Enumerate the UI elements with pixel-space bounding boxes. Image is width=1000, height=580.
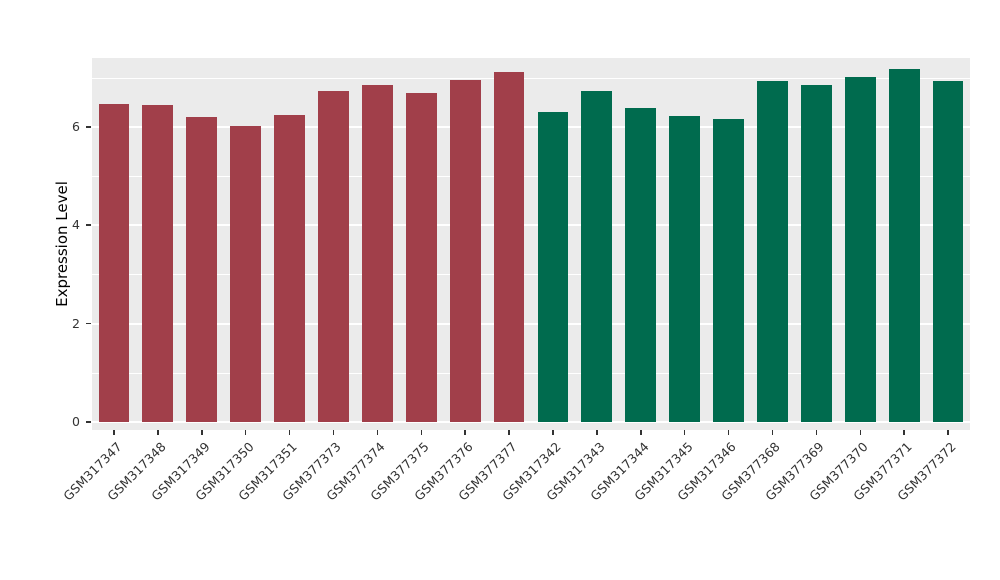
bar-GSM377376 [449, 80, 481, 422]
bar-GSM317348 [142, 104, 174, 422]
bar-GSM377368 [757, 81, 788, 422]
x-tick-mark [201, 430, 203, 435]
bar-GSM317345 [669, 115, 700, 422]
x-tick-mark [727, 430, 730, 435]
bar-GSM377369 [800, 85, 832, 422]
x-tick-mark [596, 430, 598, 435]
x-tick-mark [508, 430, 510, 435]
bar-GSM317344 [625, 108, 657, 422]
gridline-minor [92, 77, 970, 79]
gridline-major [92, 421, 970, 423]
bar-GSM317347 [98, 103, 130, 422]
x-tick-mark [332, 430, 335, 435]
x-tick-mark [815, 430, 818, 435]
y-tick-mark [86, 421, 91, 423]
x-tick-mark [376, 430, 379, 435]
plot-panel [92, 58, 970, 430]
y-tick-mark [86, 322, 91, 325]
y-axis-title: Expression Level [53, 181, 71, 307]
gridline-minor [92, 372, 970, 374]
x-tick-mark [157, 430, 159, 435]
bar-GSM377375 [405, 93, 437, 422]
gridline-major [92, 224, 970, 227]
bar-GSM317342 [537, 112, 569, 422]
bar-GSM377377 [493, 71, 525, 422]
gridline-minor [92, 176, 970, 178]
x-tick-mark [288, 430, 291, 435]
x-tick-mark [683, 430, 686, 435]
y-tick-mark [86, 126, 91, 128]
bar-GSM317349 [186, 117, 218, 422]
x-tick-mark [640, 430, 642, 435]
x-tick-mark [947, 430, 949, 435]
bar-GSM317350 [230, 125, 261, 422]
gridline-major [92, 125, 970, 128]
y-tick-mark [86, 224, 91, 226]
x-tick-mark [859, 430, 861, 435]
y-tick-label: 6 [72, 118, 80, 134]
bar-GSM317343 [581, 91, 613, 422]
x-tick-mark [464, 430, 466, 435]
gridline-minor [92, 274, 970, 276]
bar-GSM377371 [888, 69, 920, 422]
y-tick-label: 2 [72, 315, 80, 331]
x-tick-mark [420, 430, 422, 435]
x-tick-mark [244, 430, 247, 435]
bar-GSM377374 [361, 85, 393, 422]
bar-GSM377370 [844, 76, 876, 422]
bar-GSM317351 [274, 114, 305, 422]
x-tick-mark [771, 430, 774, 435]
bar-GSM377372 [932, 81, 964, 422]
y-tick-label: 4 [72, 217, 80, 233]
bar-GSM317346 [713, 118, 744, 422]
gridline-major [92, 322, 970, 325]
x-tick-mark [113, 430, 115, 435]
x-tick-mark [903, 430, 905, 435]
bar-GSM377373 [318, 91, 349, 422]
x-tick-mark [552, 430, 554, 435]
y-tick-label: 0 [72, 414, 80, 429]
